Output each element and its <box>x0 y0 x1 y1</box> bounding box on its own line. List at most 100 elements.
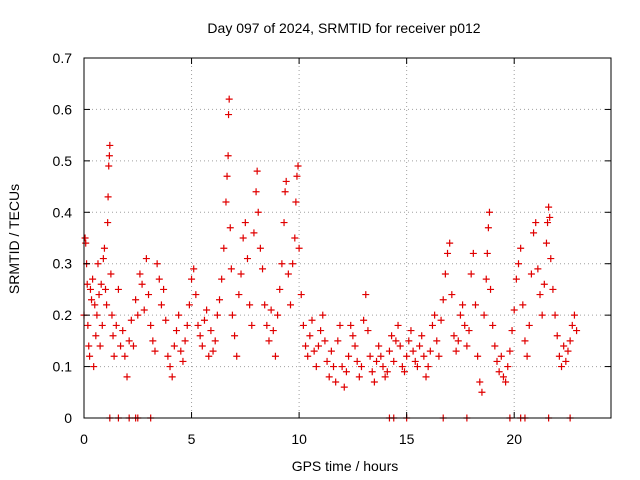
data-point <box>532 219 540 227</box>
x-tick-label: 10 <box>291 431 307 447</box>
data-point <box>175 311 183 319</box>
data-point <box>121 352 129 360</box>
data-point <box>86 352 94 360</box>
data-point <box>138 280 146 288</box>
y-tick-label: 0.7 <box>53 50 73 66</box>
data-point <box>349 332 357 340</box>
data-point <box>295 244 303 252</box>
data-point <box>108 311 116 319</box>
data-point <box>209 347 217 355</box>
grid-lines <box>84 58 611 418</box>
data-point <box>540 280 548 288</box>
data-point <box>280 219 288 227</box>
data-point <box>317 327 325 335</box>
data-point <box>542 239 550 247</box>
data-point <box>314 342 322 350</box>
data-point <box>499 373 507 381</box>
data-point <box>345 352 353 360</box>
data-point <box>428 321 436 329</box>
data-point <box>302 342 310 350</box>
data-point <box>519 301 527 309</box>
data-point <box>545 203 553 211</box>
data-point <box>304 352 312 360</box>
data-point <box>253 167 261 175</box>
data-point <box>338 363 346 371</box>
y-tick-label: 0.2 <box>53 307 73 323</box>
data-point <box>265 337 273 345</box>
data-point <box>347 321 355 329</box>
data-point <box>82 239 90 247</box>
data-point <box>388 332 396 340</box>
data-point <box>306 332 314 340</box>
data-point <box>127 316 135 324</box>
data-point <box>469 249 477 257</box>
data-point <box>420 352 428 360</box>
data-point <box>379 363 387 371</box>
data-point <box>411 357 419 365</box>
data-point <box>353 357 361 365</box>
data-point <box>261 301 269 309</box>
data-point <box>228 311 236 319</box>
data-point <box>271 352 279 360</box>
data-point <box>211 337 219 345</box>
data-point <box>558 363 566 371</box>
data-point <box>157 301 165 309</box>
data-point <box>142 255 150 263</box>
data-point <box>327 347 335 355</box>
data-point <box>441 270 449 278</box>
data-point <box>493 357 501 365</box>
data-point <box>109 332 117 340</box>
data-point <box>89 275 97 283</box>
data-point <box>196 332 204 340</box>
data-point <box>88 296 96 304</box>
data-point <box>308 316 316 324</box>
y-tick-label: 0.3 <box>53 256 73 272</box>
x-tick-label: 15 <box>399 431 415 447</box>
data-point <box>405 337 413 345</box>
data-point <box>147 321 155 329</box>
data-points <box>80 95 581 422</box>
data-point <box>299 321 307 329</box>
data-point <box>506 347 514 355</box>
data-point <box>284 270 292 278</box>
data-point <box>530 229 538 237</box>
data-point <box>340 383 348 391</box>
data-point <box>521 337 529 345</box>
data-point <box>392 337 400 345</box>
data-point <box>546 213 554 221</box>
data-point <box>190 265 198 273</box>
data-point <box>297 291 305 299</box>
data-point <box>278 260 286 268</box>
data-point <box>312 363 320 371</box>
data-point <box>102 285 110 293</box>
data-point <box>99 255 107 263</box>
data-point <box>487 285 495 293</box>
data-point <box>293 172 301 180</box>
data-point <box>129 342 137 350</box>
data-point <box>325 373 333 381</box>
data-point <box>409 347 417 355</box>
data-point <box>198 342 206 350</box>
data-point <box>117 342 125 350</box>
data-point <box>480 311 488 319</box>
data-point <box>461 321 469 329</box>
data-point <box>368 368 376 376</box>
data-point <box>110 352 118 360</box>
data-point <box>282 177 290 185</box>
data-point <box>416 342 424 350</box>
data-point <box>155 275 163 283</box>
data-point <box>106 141 114 149</box>
data-point <box>107 270 115 278</box>
data-point <box>373 357 381 365</box>
data-point <box>544 219 552 227</box>
data-point <box>485 208 493 216</box>
y-tick-label: 0.5 <box>53 153 73 169</box>
data-point <box>383 368 391 376</box>
data-point <box>467 270 475 278</box>
data-point <box>226 224 234 232</box>
data-point <box>134 311 142 319</box>
data-point <box>484 224 492 232</box>
data-point <box>256 244 264 252</box>
data-point <box>319 311 327 319</box>
